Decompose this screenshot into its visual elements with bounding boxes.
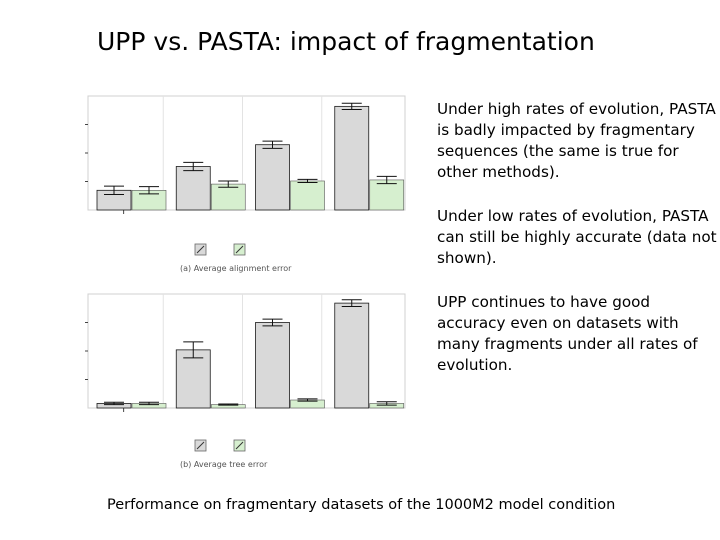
- alignment-legend: [194, 243, 246, 256]
- tree-legend: [194, 439, 246, 452]
- figure-caption: Performance on fragmentary datasets of t…: [107, 497, 616, 513]
- alignment-error-bar: [376, 175, 397, 185]
- alignment-pasta-bar: [290, 180, 325, 211]
- slide-title: UPP vs. PASTA: impact of fragmentation: [97, 27, 595, 56]
- tree-error-bar: [183, 341, 204, 359]
- legend-upp-key-mark: [196, 441, 205, 450]
- tree-upp-bar: [334, 302, 370, 409]
- legend-pasta-key-mark: [235, 245, 244, 254]
- alignment-upp-bar: [175, 166, 211, 211]
- tree-upp-bar: [175, 349, 211, 409]
- legend-pasta-key-mark: [235, 441, 244, 450]
- alignment-upp-bar: [334, 105, 370, 211]
- tree-error-bar: [341, 299, 362, 308]
- alignment-error-bar: [262, 140, 283, 149]
- tree-error-bar: [297, 398, 318, 402]
- alignment-error-chart: (a) Average alignment error: [85, 92, 410, 292]
- bullet-high-rate: Under high rates of evolution, PASTA is …: [437, 100, 716, 181]
- bullet-low-rate: Under low rates of evolution, PASTA can …: [437, 207, 717, 267]
- alignment-error-bar: [297, 178, 318, 184]
- alignment-pasta-bar: [369, 179, 405, 211]
- bullet-list: Under high rates of evolution, PASTA is …: [437, 99, 720, 399]
- alignment-pasta-bar: [210, 183, 246, 211]
- alignment-error-bar: [139, 186, 159, 195]
- tree-subcaption: (b) Average tree error: [180, 460, 268, 469]
- tree-error-bar: [139, 401, 159, 406]
- alignment-upp-bar: [255, 144, 290, 211]
- alignment-error-chart-svg: (a) Average alignment error: [85, 95, 406, 273]
- tree-error-chart-svg: (b) Average tree error: [85, 293, 406, 469]
- alignment-error-bar: [218, 180, 239, 188]
- tree-error-bar: [104, 401, 124, 406]
- alignment-subcaption: (a) Average alignment error: [180, 264, 292, 273]
- alignment-error-bar: [104, 185, 124, 195]
- tree-error-bar: [376, 401, 397, 406]
- legend-upp-key-mark: [196, 245, 205, 254]
- alignment-error-bar: [341, 102, 362, 110]
- tree-upp-bar: [255, 322, 290, 409]
- tree-error-bar: [218, 403, 239, 406]
- bullet-upp-accuracy: UPP continues to have good accuracy even…: [437, 293, 698, 374]
- alignment-error-bar: [183, 161, 204, 172]
- tree-error-chart: (b) Average tree error: [85, 290, 410, 488]
- tree-error-bar: [262, 318, 283, 327]
